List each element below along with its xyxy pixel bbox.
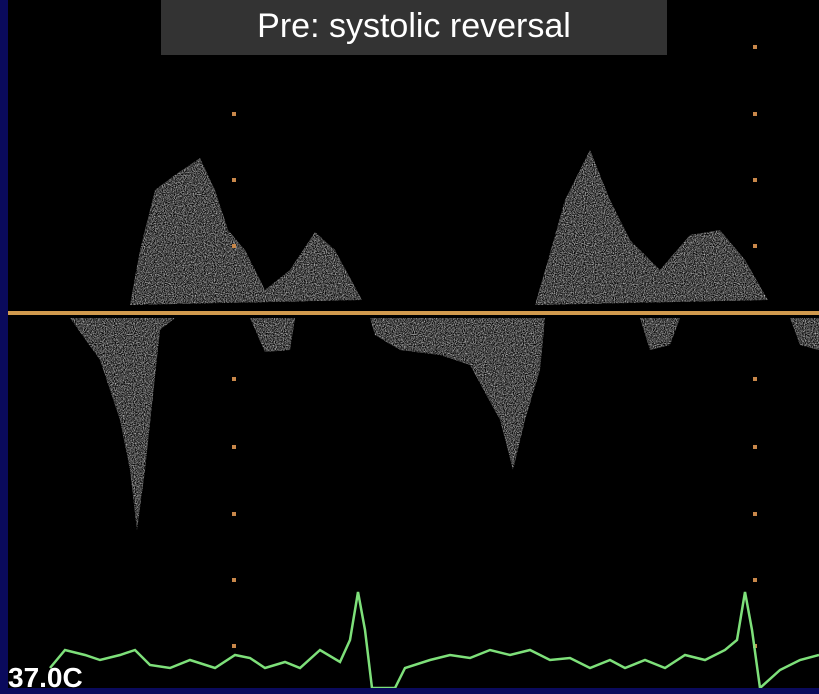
temperature-label: 37.0C xyxy=(8,662,83,694)
doppler-image xyxy=(0,0,819,688)
slide: Pre: systolic reversal 37.0C xyxy=(0,0,819,688)
slide-title: Pre: systolic reversal xyxy=(161,0,667,55)
